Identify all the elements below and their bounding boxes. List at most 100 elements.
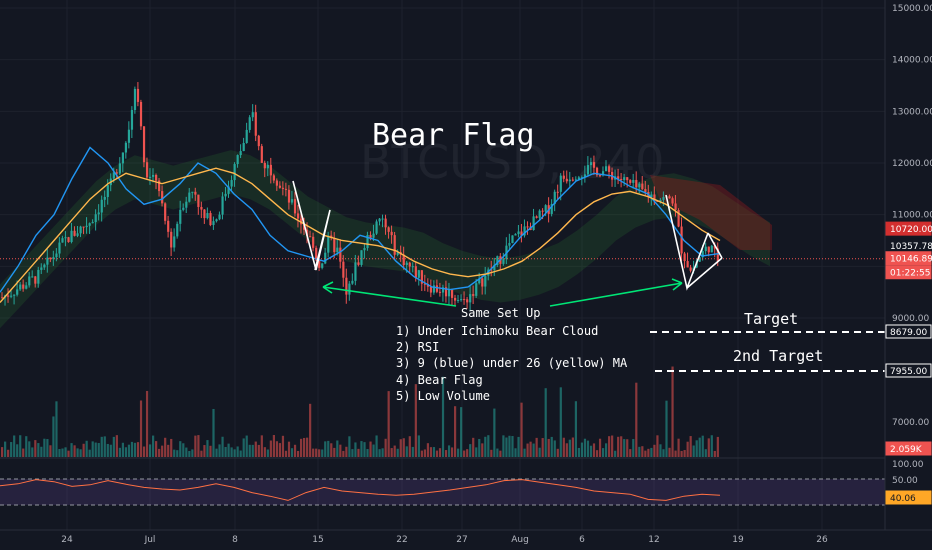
- rsi-tag-box: [885, 490, 932, 505]
- volume-bar: [517, 436, 520, 457]
- volume-bar: [152, 435, 155, 457]
- resistance-tag-box: [885, 221, 932, 236]
- candle-body: [227, 186, 230, 194]
- volume-bar: [200, 450, 203, 457]
- volume-bar: [653, 444, 656, 457]
- candle-body: [571, 179, 574, 181]
- volume-bar: [28, 441, 31, 457]
- candle-body: [544, 205, 547, 212]
- rsi-band: [0, 479, 885, 505]
- candle-body: [290, 199, 294, 203]
- candle-body: [713, 245, 716, 249]
- volume-bar: [532, 443, 535, 457]
- volume-bars: [1, 366, 719, 457]
- bear-cloud-area: [650, 175, 772, 250]
- volume-bar: [463, 450, 466, 457]
- volume-bar: [278, 443, 282, 457]
- volume-bar: [70, 443, 73, 457]
- candle-body: [532, 216, 535, 231]
- candle-body: [167, 220, 170, 232]
- candle-body: [139, 101, 143, 127]
- candle-body: [623, 177, 626, 181]
- volume-bar: [185, 447, 188, 457]
- price-axis-ticks: 15000.00 14000.00 13000.00 12000.00 11000.00…: [892, 4, 932, 486]
- volume-bar: [197, 435, 200, 457]
- candle-body: [309, 236, 312, 238]
- volume-bar: [623, 439, 626, 457]
- volume-bar: [145, 390, 149, 457]
- candle-body: [538, 210, 541, 218]
- ma-value-tag-text: 10357.78: [890, 242, 932, 252]
- candle-body: [638, 183, 641, 188]
- setup-point-4: 4) Bear Flag: [396, 373, 483, 387]
- volume-bar: [396, 448, 399, 457]
- candle-body: [239, 151, 242, 156]
- volume-bar: [420, 450, 423, 457]
- volume-bar: [689, 436, 692, 457]
- volume-bar: [112, 436, 115, 457]
- volume-bar: [64, 447, 67, 457]
- candle-body: [263, 162, 266, 169]
- setup-heading: Same Set Up: [461, 306, 540, 320]
- candle-body: [173, 236, 176, 248]
- rsi-line: [0, 479, 721, 501]
- volume-bar: [22, 448, 25, 457]
- volume-bar: [10, 442, 13, 457]
- candle-body: [315, 247, 318, 260]
- volume-bar: [674, 450, 677, 457]
- volume-bar: [130, 441, 134, 457]
- time-tick-3: 15: [312, 535, 323, 545]
- candle-body: [43, 264, 46, 268]
- time-tick-1: Jul: [144, 535, 156, 545]
- candle-body: [707, 246, 710, 253]
- candle-body: [716, 248, 719, 262]
- candle-body: [152, 174, 155, 177]
- candle-body: [215, 219, 218, 222]
- volume-bar: [212, 408, 215, 457]
- candle-body: [423, 283, 426, 285]
- volume-bar: [339, 444, 342, 457]
- volume-bar: [384, 438, 387, 457]
- candle-body: [37, 269, 40, 284]
- candle-body: [387, 227, 390, 232]
- volume-bar: [306, 437, 309, 457]
- volume-bar: [565, 443, 568, 457]
- candle-body: [508, 243, 511, 246]
- volume-bar: [626, 439, 629, 457]
- rsi-tick-1: 50.00: [892, 476, 918, 486]
- candle-body: [266, 164, 269, 169]
- volume-bar: [342, 450, 345, 457]
- volume-bar: [438, 448, 442, 457]
- candle-body: [106, 185, 109, 197]
- volume-bar: [595, 450, 599, 457]
- volume-bar: [34, 440, 37, 457]
- volume-bar: [417, 435, 420, 457]
- volume-bar: [426, 443, 430, 457]
- candle-body: [188, 192, 191, 202]
- volume-bar: [478, 438, 481, 457]
- candle-body: [354, 262, 357, 281]
- candle-body: [372, 233, 375, 238]
- volume-bar: [345, 446, 348, 457]
- candle-body: [70, 230, 73, 243]
- candle-body: [64, 237, 67, 239]
- candle-body: [58, 242, 61, 254]
- volume-bar: [514, 448, 517, 457]
- time-tick-5: 27: [456, 535, 467, 545]
- candle-body: [19, 284, 22, 290]
- candle-body: [212, 221, 215, 226]
- candlesticks: [1, 82, 719, 311]
- candle-body: [130, 110, 134, 130]
- candle-body: [185, 201, 188, 208]
- candle-body: [393, 235, 396, 255]
- volume-bar: [333, 447, 336, 457]
- candle-body: [182, 207, 185, 210]
- candle-body: [254, 112, 257, 136]
- volume-bar: [589, 445, 593, 457]
- candle-body: [287, 189, 291, 203]
- volume-bar: [251, 444, 254, 457]
- candle-body: [686, 261, 689, 268]
- candle-body: [457, 299, 460, 301]
- volume-bar: [55, 401, 58, 457]
